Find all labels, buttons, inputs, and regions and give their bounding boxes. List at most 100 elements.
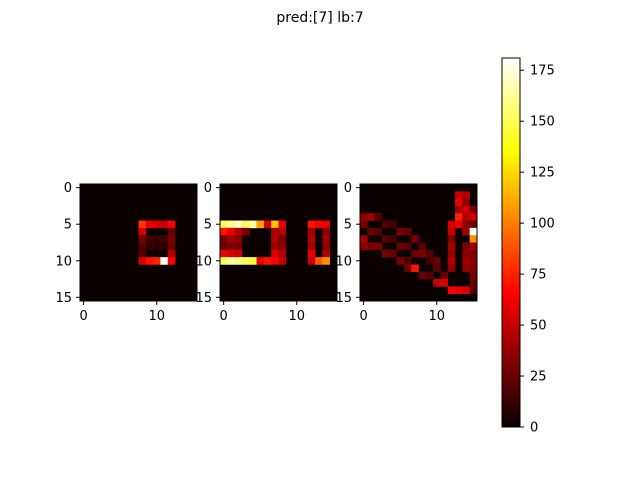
heatmap-cell bbox=[271, 257, 279, 265]
heatmap-cell bbox=[322, 227, 330, 236]
heatmap-cell bbox=[271, 242, 279, 251]
axes-frame bbox=[359, 183, 478, 302]
heatmap-cell bbox=[367, 227, 375, 236]
axes-frame bbox=[219, 183, 338, 302]
heatmap-cell bbox=[455, 286, 463, 294]
heatmap-cell bbox=[360, 220, 368, 229]
heatmap-cell bbox=[462, 198, 470, 207]
y-tick-label: 10 bbox=[335, 254, 352, 269]
heatmap-cell bbox=[271, 249, 279, 258]
heatmap-cell bbox=[278, 227, 287, 236]
heatmap-cell bbox=[374, 227, 383, 236]
y-tick-label: 15 bbox=[335, 291, 352, 306]
heatmap-cell bbox=[396, 257, 405, 265]
heatmap-cell bbox=[455, 205, 463, 214]
heatmap-cell bbox=[234, 227, 243, 236]
heatmap-cell bbox=[153, 242, 161, 251]
heatmap-cell bbox=[322, 242, 330, 251]
heatmap-cell bbox=[227, 257, 235, 265]
heatmap-cell bbox=[469, 264, 478, 273]
heatmap-cell bbox=[418, 249, 427, 258]
heatmap-cell bbox=[469, 227, 478, 236]
heatmap-cell bbox=[469, 271, 478, 280]
heatmap-cell bbox=[360, 213, 368, 221]
heatmap-cell bbox=[153, 235, 161, 243]
heatmap-cell bbox=[440, 271, 449, 280]
heatmap-cell bbox=[167, 220, 176, 229]
heatmap-cell bbox=[145, 257, 154, 265]
colorbar-tick-label: 125 bbox=[530, 166, 555, 181]
heatmap-cell bbox=[440, 279, 449, 287]
heatmap-cell bbox=[367, 242, 375, 251]
heatmap-cell bbox=[307, 249, 316, 258]
heatmap-cell bbox=[167, 249, 176, 258]
heatmap-cell bbox=[403, 264, 412, 273]
heatmap-cell bbox=[381, 235, 390, 243]
x-tick-label: 0 bbox=[220, 309, 228, 324]
heatmap-cell bbox=[396, 227, 405, 236]
heatmap-cell bbox=[447, 227, 456, 236]
y-tick-label: 5 bbox=[64, 218, 72, 233]
heatmap-cell bbox=[234, 235, 243, 243]
heatmap-cell bbox=[315, 220, 323, 229]
heatmap-cell bbox=[381, 220, 390, 229]
heatmap-cell bbox=[462, 249, 470, 258]
heatmap-cell bbox=[249, 220, 257, 229]
y-tick-label: 10 bbox=[195, 254, 212, 269]
x-tick-label: 10 bbox=[289, 309, 306, 324]
heatmap-cell bbox=[234, 242, 243, 251]
heatmap-cell bbox=[227, 242, 235, 251]
heatmap-cell bbox=[462, 220, 470, 229]
heatmap-cell bbox=[425, 257, 434, 265]
heatmap-cell bbox=[462, 286, 470, 294]
y-tick-label: 0 bbox=[344, 181, 352, 196]
heatmap-cell bbox=[462, 191, 470, 199]
heatmap-cell bbox=[389, 220, 397, 229]
heatmap-cell bbox=[153, 257, 161, 265]
x-tick-label: 0 bbox=[360, 309, 368, 324]
heatmap-cell bbox=[167, 235, 176, 243]
heatmap-cell bbox=[220, 242, 228, 251]
heatmap-cell bbox=[322, 257, 330, 265]
y-tick-label: 0 bbox=[204, 181, 212, 196]
heatmap-cell bbox=[220, 220, 228, 229]
heatmap-cell bbox=[220, 235, 228, 243]
heatmap-cell bbox=[462, 242, 470, 251]
heatmap-cell bbox=[307, 227, 316, 236]
heatmap-panel-2: 0 5 10 15 0 10 bbox=[195, 181, 338, 324]
heatmap-cell bbox=[322, 249, 330, 258]
heatmap-cell bbox=[389, 249, 397, 258]
heatmap-cell bbox=[447, 220, 456, 229]
heatmap-cell bbox=[433, 264, 441, 273]
heatmap-cell bbox=[138, 235, 147, 243]
heatmap-cell bbox=[167, 257, 176, 265]
heatmap-cell bbox=[271, 235, 279, 243]
heatmap-cell bbox=[263, 220, 272, 229]
y-tick-label: 5 bbox=[344, 218, 352, 233]
heatmap-cell bbox=[307, 242, 316, 251]
heatmap-cell bbox=[145, 242, 154, 251]
heatmap-cell bbox=[167, 227, 176, 236]
heatmap-cell bbox=[425, 271, 434, 280]
heatmap-cell bbox=[315, 257, 323, 265]
heatmap-cell bbox=[322, 220, 330, 229]
heatmap-cell bbox=[433, 257, 441, 265]
heatmap-cell bbox=[220, 227, 228, 236]
heatmap-panels: 0 5 10 15 0 10 0 5 10 15 0 10 0 5 10 15 0 10 bbox=[55, 181, 478, 324]
colorbar-ticks: 0 25 50 75 100 125 150 175 bbox=[520, 64, 555, 436]
heatmap-cell bbox=[433, 279, 441, 287]
heatmap-cell bbox=[447, 249, 456, 258]
axes-frame bbox=[79, 183, 198, 302]
heatmap-cell bbox=[241, 220, 250, 229]
heatmap-cell bbox=[138, 242, 147, 251]
heatmap-cell bbox=[263, 257, 272, 265]
y-tick-label: 15 bbox=[195, 291, 212, 306]
heatmap-cell bbox=[234, 249, 243, 258]
heatmap-cell bbox=[447, 242, 456, 251]
x-tick-label: 0 bbox=[80, 309, 88, 324]
heatmap-cell bbox=[227, 249, 235, 258]
heatmap-cell bbox=[389, 235, 397, 243]
y-tick-label: 5 bbox=[204, 218, 212, 233]
heatmap-cell bbox=[469, 220, 478, 229]
heatmap-cell bbox=[381, 249, 390, 258]
